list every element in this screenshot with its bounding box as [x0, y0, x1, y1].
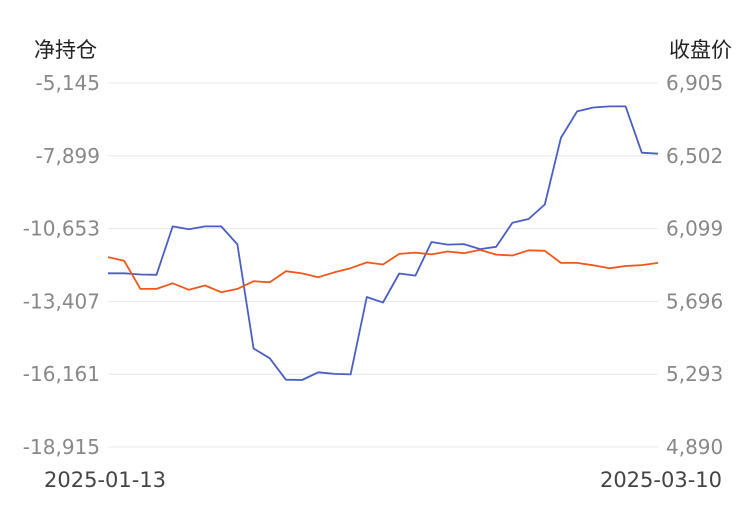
left-tick-label: -7,899 — [36, 144, 100, 168]
left-axis-title: 净持仓 — [34, 38, 97, 62]
close-price-series-line — [107, 248, 659, 294]
x-axis-end-label: 2025-03-10 — [599, 468, 722, 492]
left-tick-label: -5,145 — [36, 71, 100, 95]
right-tick-label: 5,293 — [666, 362, 723, 386]
x-axis-start-label: 2025-01-13 — [44, 468, 167, 492]
left-tick-label: -13,407 — [23, 289, 100, 313]
net-position-series-line — [108, 105, 659, 381]
right-axis-title: 收盘价 — [669, 38, 732, 62]
right-tick-label: 4,890 — [666, 435, 723, 459]
left-tick-label: -10,653 — [23, 217, 100, 241]
left-tick-label: -18,915 — [23, 435, 100, 459]
right-tick-label: 6,099 — [666, 217, 723, 241]
right-tick-label: 5,696 — [666, 289, 723, 313]
right-tick-label: 6,502 — [666, 144, 723, 168]
right-tick-label: 6,905 — [666, 71, 723, 95]
left-tick-label: -16,161 — [23, 362, 100, 386]
